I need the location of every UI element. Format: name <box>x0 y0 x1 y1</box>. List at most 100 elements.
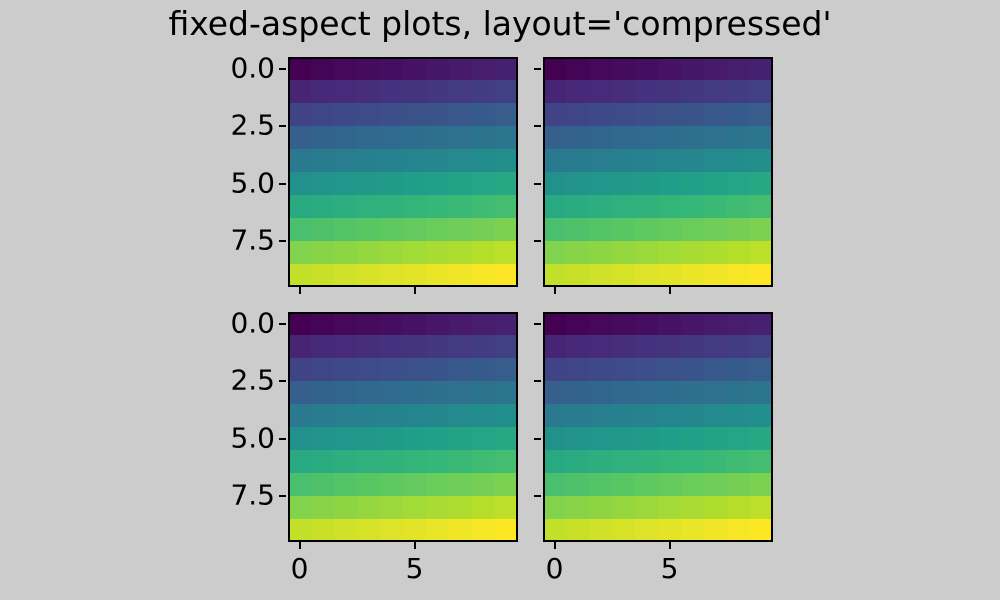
heatmap-cell <box>681 358 704 381</box>
heatmap-cell <box>380 404 403 427</box>
heatmap-cell <box>426 195 449 218</box>
heatmap-cell <box>288 103 311 126</box>
heatmap-cell <box>449 335 472 358</box>
heatmap-cell <box>543 519 566 542</box>
heatmap-cell <box>472 103 495 126</box>
heatmap-cell <box>727 473 750 496</box>
heatmap-cell <box>403 264 426 287</box>
heatmap-cell <box>727 80 750 103</box>
heatmap-cell <box>658 312 681 335</box>
heatmap-cell <box>681 404 704 427</box>
heatmap-cell <box>380 126 403 149</box>
heatmap-cell <box>589 172 612 195</box>
y-tick <box>279 125 286 127</box>
heatmap-cell <box>426 450 449 473</box>
heatmap-cell <box>543 381 566 404</box>
heatmap-cell <box>658 264 681 287</box>
heatmap-cell <box>589 450 612 473</box>
subplot-bottom-left: 0 5 0.0 2.5 5.0 7.5 <box>230 307 518 584</box>
heatmap-cell <box>566 149 589 172</box>
heatmap-cell <box>635 450 658 473</box>
heatmap-cell <box>589 57 612 80</box>
heatmap-image <box>288 57 518 287</box>
heatmap-cell <box>750 218 773 241</box>
heatmap-cell <box>426 358 449 381</box>
heatmap-cell <box>750 358 773 381</box>
heatmap-cell <box>589 473 612 496</box>
heatmap-cell <box>704 57 727 80</box>
heatmap-cell <box>589 427 612 450</box>
heatmap-cell <box>472 218 495 241</box>
heatmap-cell <box>472 519 495 542</box>
heatmap-cell <box>357 335 380 358</box>
heatmap-cell <box>288 149 311 172</box>
heatmap-cell <box>658 149 681 172</box>
heatmap-cell <box>681 335 704 358</box>
heatmap-cell <box>495 358 518 381</box>
heatmap-cell <box>311 519 334 542</box>
x-tick-label: 5 <box>405 552 424 585</box>
heatmap-cell <box>495 519 518 542</box>
heatmap-cell <box>380 103 403 126</box>
heatmap-cell <box>566 103 589 126</box>
y-tick <box>534 495 541 497</box>
heatmap-cell <box>727 126 750 149</box>
heatmap-cell <box>426 241 449 264</box>
heatmap-cell <box>750 103 773 126</box>
heatmap-cell <box>311 358 334 381</box>
heatmap-cell <box>566 57 589 80</box>
heatmap-cell <box>612 335 635 358</box>
heatmap-cell <box>543 450 566 473</box>
heatmap-cell <box>311 172 334 195</box>
heatmap-cell <box>472 335 495 358</box>
heatmap-cell <box>495 335 518 358</box>
heatmap-cell <box>681 450 704 473</box>
heatmap-cell <box>635 404 658 427</box>
heatmap-cell <box>681 241 704 264</box>
heatmap-cell <box>311 450 334 473</box>
heatmap-cell <box>566 172 589 195</box>
heatmap-cell <box>658 241 681 264</box>
heatmap-cell <box>681 195 704 218</box>
heatmap-cell <box>635 126 658 149</box>
heatmap-cell <box>635 80 658 103</box>
heatmap-cell <box>750 195 773 218</box>
heatmap-cell <box>357 103 380 126</box>
heatmap-cell <box>357 519 380 542</box>
y-tick <box>279 240 286 242</box>
x-tick-label: 0 <box>545 552 564 585</box>
heatmap-cell <box>704 241 727 264</box>
heatmap-cell <box>449 427 472 450</box>
heatmap-cell <box>704 264 727 287</box>
heatmap-cell <box>334 264 357 287</box>
heatmap-cell <box>403 218 426 241</box>
heatmap-cell <box>750 519 773 542</box>
heatmap-cell <box>495 195 518 218</box>
heatmap-cell <box>311 473 334 496</box>
heatmap-cell <box>681 427 704 450</box>
heatmap-cell <box>612 381 635 404</box>
heatmap-cell <box>589 103 612 126</box>
heatmap-cell <box>635 358 658 381</box>
heatmap-cell <box>472 172 495 195</box>
y-tick <box>534 67 541 70</box>
heatmap-cell <box>334 312 357 335</box>
heatmap-cell <box>403 427 426 450</box>
y-tick <box>279 67 286 70</box>
heatmap-cell <box>403 126 426 149</box>
heatmap-cell <box>288 473 311 496</box>
heatmap-cell <box>403 519 426 542</box>
heatmap-cell <box>334 126 357 149</box>
heatmap-cell <box>750 381 773 404</box>
heatmap-cell <box>426 80 449 103</box>
heatmap-cell <box>311 335 334 358</box>
heatmap-cell <box>704 473 727 496</box>
heatmap-cell <box>403 103 426 126</box>
heatmap-cell <box>727 264 750 287</box>
heatmap-cell <box>750 241 773 264</box>
heatmap-cell <box>543 172 566 195</box>
heatmap-cell <box>612 103 635 126</box>
y-tick-label: 5.0 <box>230 421 275 455</box>
heatmap-cell <box>311 126 334 149</box>
heatmap-cell <box>704 149 727 172</box>
